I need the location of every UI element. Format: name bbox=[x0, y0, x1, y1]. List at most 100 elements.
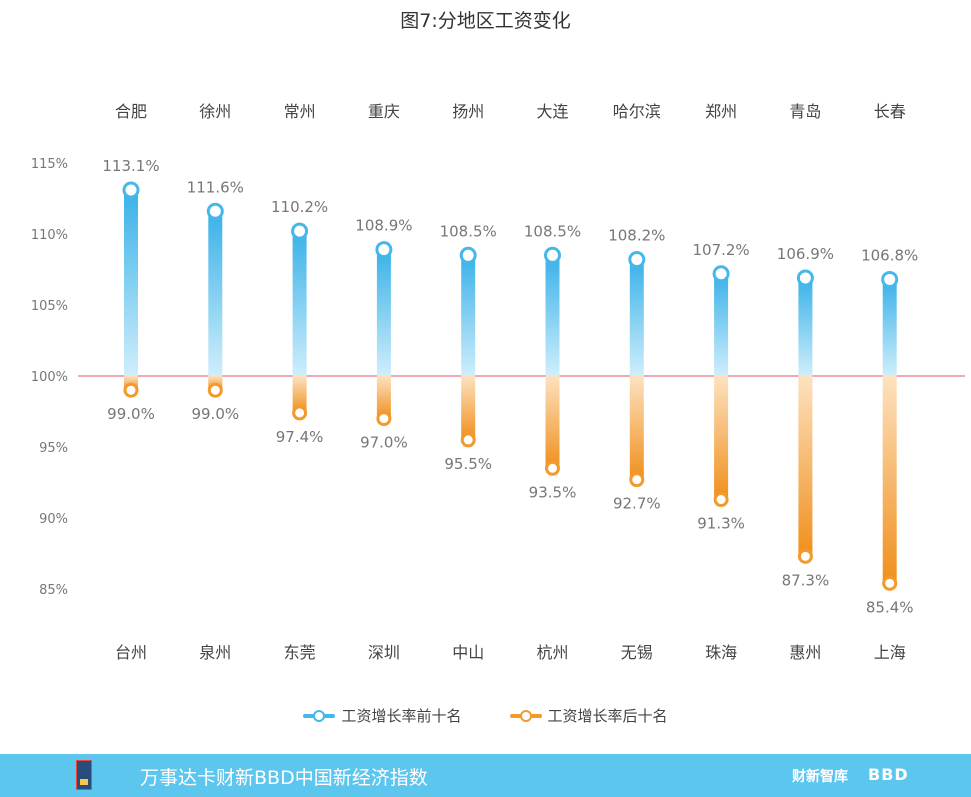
legend-label-top: 工资增长率前十名 bbox=[341, 707, 462, 725]
y-tick-label: 105% bbox=[31, 299, 68, 314]
bottom-bar bbox=[461, 376, 476, 440]
bottom-value-marker bbox=[629, 472, 645, 488]
top-value-label: 106.9% bbox=[777, 245, 834, 263]
footer-title: 万事达卡财新BBD中国新经济指数 bbox=[140, 767, 428, 789]
bottom-value-marker bbox=[123, 382, 139, 398]
top-value-marker bbox=[712, 265, 730, 283]
legend-item-bottom[interactable]: 工资增长率后十名 bbox=[509, 705, 668, 726]
y-tick-label: 115% bbox=[31, 157, 68, 172]
top-bar bbox=[714, 273, 729, 376]
bottom-value-marker bbox=[713, 492, 729, 508]
top-value-label: 108.5% bbox=[440, 222, 497, 240]
bottom-value-label: 97.4% bbox=[276, 428, 324, 446]
top-value-label: 106.8% bbox=[861, 246, 918, 264]
top-value-marker bbox=[122, 181, 140, 199]
top-value-marker bbox=[881, 270, 899, 288]
y-tick-label: 100% bbox=[31, 370, 68, 385]
top-bar bbox=[376, 249, 391, 376]
top-category-label: 哈尔滨 bbox=[613, 102, 661, 121]
bottom-category-label: 台州 bbox=[115, 643, 147, 662]
bottom-category-label: 泉州 bbox=[199, 643, 231, 662]
bottom-category-label: 深圳 bbox=[368, 643, 400, 662]
bottom-category-label: 杭州 bbox=[536, 643, 568, 662]
top-bar bbox=[629, 259, 644, 376]
bottom-value-label: 95.5% bbox=[444, 455, 492, 473]
top-bar bbox=[292, 231, 307, 376]
legend-blue-marker-icon bbox=[303, 709, 336, 722]
bottom-value-marker bbox=[545, 460, 560, 476]
top-category-label: 长春 bbox=[874, 102, 906, 121]
bottom-value-marker bbox=[797, 548, 813, 564]
top-value-label: 110.2% bbox=[271, 198, 328, 216]
bottom-category-label: 珠海 bbox=[705, 643, 737, 662]
top-category-label: 扬州 bbox=[452, 102, 484, 121]
top-category-label: 青岛 bbox=[789, 102, 821, 121]
y-axis: 85% 90% 95% 100% 105% 110% 115% bbox=[31, 157, 68, 598]
top-category-label: 常州 bbox=[284, 102, 316, 121]
bottom-bar bbox=[629, 376, 644, 480]
bottom-value-label: 99.0% bbox=[191, 405, 239, 423]
bottom-bar bbox=[798, 376, 813, 557]
top-bar bbox=[882, 279, 897, 376]
top-value-label: 111.6% bbox=[187, 178, 244, 196]
top-bar bbox=[208, 211, 223, 376]
legend-item-top[interactable]: 工资增长率前十名 bbox=[303, 705, 462, 726]
bottom-value-marker bbox=[882, 575, 898, 591]
bottom-value-label: 99.0% bbox=[107, 405, 155, 423]
bottom-category-label: 惠州 bbox=[789, 643, 821, 662]
legend-label-bottom: 工资增长率后十名 bbox=[547, 707, 668, 725]
top-value-marker bbox=[459, 246, 477, 264]
bottom-value-marker bbox=[376, 411, 392, 427]
bottom-category-label: 上海 bbox=[874, 643, 906, 662]
legend: 工资增长率前十名 工资增长率后十名 bbox=[0, 705, 971, 726]
bottom-bar bbox=[292, 376, 307, 413]
mastercard-card-icon bbox=[76, 760, 92, 790]
bottom-value-marker bbox=[292, 405, 308, 421]
top-value-label: 108.9% bbox=[355, 217, 412, 235]
bottom-value-label: 97.0% bbox=[360, 434, 408, 452]
top-category-label: 郑州 bbox=[705, 102, 737, 121]
bottom-category-label: 东莞 bbox=[284, 643, 316, 662]
top-bar bbox=[545, 255, 560, 376]
bottom-value-label: 91.3% bbox=[697, 515, 745, 533]
bottom-value-marker bbox=[207, 382, 223, 398]
top-value-marker bbox=[544, 246, 561, 264]
chart-title: 图7:分地区工资变化 bbox=[400, 10, 571, 32]
top-value-marker bbox=[291, 222, 309, 240]
top-bar bbox=[124, 189, 138, 376]
top-category-label: 合肥 bbox=[115, 102, 147, 121]
bottom-value-label: 87.3% bbox=[782, 571, 830, 589]
top-value-label: 108.5% bbox=[524, 222, 581, 240]
bottom-bar bbox=[376, 376, 391, 419]
top-category-label: 重庆 bbox=[368, 102, 400, 121]
top-bar bbox=[798, 278, 813, 376]
bottom-bar bbox=[882, 376, 897, 584]
y-tick-label: 90% bbox=[39, 512, 68, 527]
bottom-bar bbox=[714, 376, 729, 500]
top-value-marker bbox=[375, 241, 393, 259]
y-tick-label: 110% bbox=[31, 228, 68, 243]
top-value-marker bbox=[796, 269, 814, 287]
bottom-bar bbox=[545, 376, 560, 469]
top-value-label: 113.1% bbox=[102, 157, 159, 175]
y-tick-label: 85% bbox=[39, 583, 68, 598]
legend-orange-marker-icon bbox=[509, 709, 542, 722]
top-bar bbox=[461, 255, 476, 376]
caixin-think-tank-logo: 财新智库 bbox=[792, 769, 848, 785]
bottom-category-label: 中山 bbox=[452, 643, 484, 662]
top-value-marker bbox=[628, 251, 646, 269]
footer-banner: 万事达卡财新BBD中国新经济指数 财新智库 BBD bbox=[0, 754, 971, 797]
bottom-value-marker bbox=[460, 432, 476, 448]
top-value-label: 108.2% bbox=[608, 227, 665, 245]
top-category-label: 大连 bbox=[536, 102, 568, 121]
bottom-value-label: 93.5% bbox=[529, 483, 577, 501]
top-value-label: 107.2% bbox=[692, 241, 749, 259]
bottom-category-label: 无锡 bbox=[621, 643, 653, 662]
y-tick-label: 95% bbox=[39, 441, 68, 456]
top-category-label: 徐州 bbox=[199, 102, 231, 121]
bars bbox=[122, 181, 899, 591]
bottom-value-label: 85.4% bbox=[866, 598, 914, 616]
bottom-value-label: 92.7% bbox=[613, 495, 661, 513]
